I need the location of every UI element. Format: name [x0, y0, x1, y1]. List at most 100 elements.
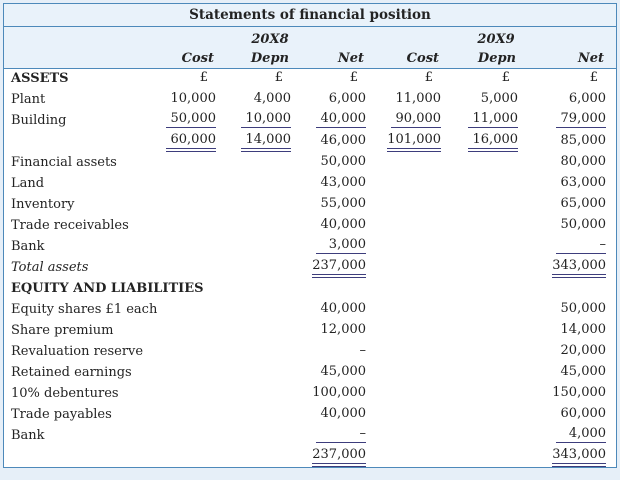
value-cell: [376, 383, 451, 404]
amount: 50,000: [560, 301, 607, 316]
year-header-20x9: 20X9: [376, 27, 617, 48]
value-cell: 4,000: [226, 89, 301, 110]
value-cell: 90,000: [376, 110, 451, 131]
value-cell: 79,000: [528, 110, 616, 131]
value-cell: [164, 152, 226, 173]
value-cell: 343,000: [528, 446, 616, 467]
table-row: Financial assets 50,000 80,000: [4, 152, 616, 173]
currency-symbol: £: [274, 70, 283, 85]
value-cell: [376, 341, 451, 362]
value-cell: £: [451, 68, 528, 89]
table-row: Inventory 55,000 65,000: [4, 194, 616, 215]
value-cell: [451, 257, 528, 278]
amount: 46,000: [320, 133, 367, 148]
value-cell: [451, 236, 528, 257]
row-label: Revaluation reserve: [11, 344, 144, 359]
amount: 5,000: [480, 91, 519, 106]
value-cell: £: [528, 68, 616, 89]
value-cell: [226, 236, 301, 257]
amount: 4,000: [556, 426, 607, 443]
table-row: EQUITY AND LIABILITIES: [4, 278, 616, 299]
value-cell: [376, 446, 451, 467]
value-cell: [451, 446, 528, 467]
row-label: [4, 446, 164, 467]
value-cell: [451, 152, 528, 173]
amount: 11,000: [468, 111, 519, 128]
value-cell: [164, 236, 226, 257]
value-cell: [226, 383, 301, 404]
value-cell: 14,000: [226, 131, 301, 152]
row-label: EQUITY AND LIABILITIES: [11, 281, 204, 296]
value-cell: £: [376, 68, 451, 89]
currency-symbol: £: [349, 70, 359, 85]
table-row: Share premium 12,000 14,000: [4, 320, 616, 341]
amount: 90,000: [391, 111, 442, 128]
amount: 6,000: [328, 91, 367, 106]
value-cell: [451, 299, 528, 320]
financial-position-table: 20X8 20X9 Cost Depn Net Cost Depn Net AS…: [4, 27, 617, 467]
amount: 4,000: [253, 91, 291, 106]
table-header: 20X8 20X9 Cost Depn Net Cost Depn Net: [4, 27, 617, 69]
value-cell: 11,000: [376, 89, 451, 110]
value-cell: [226, 299, 301, 320]
value-cell: [376, 257, 451, 278]
value-cell: [376, 362, 451, 383]
table-body: ASSETS £ £ £ £ £ £ Plant 10,000 4,000 6,000 11,000 5…: [4, 68, 616, 467]
value-cell: [226, 446, 301, 467]
col-header-cost-20x8: Cost: [164, 48, 226, 69]
value-cell: [226, 173, 301, 194]
amount: 14,000: [560, 322, 607, 337]
value-cell: 40,000: [301, 404, 376, 425]
value-cell: [376, 215, 451, 236]
value-cell: [164, 320, 226, 341]
value-cell: 150,000: [528, 383, 616, 404]
table-row: 60,000 14,000 46,000 101,000 16,000 85,000: [4, 131, 616, 152]
row-label: Bank: [11, 239, 45, 254]
value-cell: [376, 320, 451, 341]
value-cell: [376, 152, 451, 173]
value-cell: [164, 194, 226, 215]
table-row: Trade payables 40,000 60,000: [4, 404, 616, 425]
row-label: Retained earnings: [11, 365, 132, 380]
value-cell: [451, 320, 528, 341]
table-row: Retained earnings 45,000 45,000: [4, 362, 616, 383]
value-cell: 50,000: [164, 110, 226, 131]
amount: 150,000: [552, 385, 607, 400]
row-label: Bank: [11, 428, 45, 443]
amount: 40,000: [320, 217, 367, 232]
value-cell: 6,000: [301, 89, 376, 110]
value-cell: 40,000: [301, 110, 376, 131]
value-cell: 80,000: [528, 152, 616, 173]
value-cell: [301, 278, 376, 299]
amount: 12,000: [320, 322, 367, 337]
value-cell: 343,000: [528, 257, 616, 278]
value-cell: [164, 257, 226, 278]
amount: 343,000: [552, 447, 607, 467]
table-row: Building 50,000 10,000 40,000 90,000 11,000 79…: [4, 110, 616, 131]
value-cell: [164, 383, 226, 404]
amount: 63,000: [560, 175, 607, 190]
value-cell: [376, 173, 451, 194]
value-cell: 63,000: [528, 173, 616, 194]
amount: 45,000: [320, 364, 367, 379]
row-label: Equity shares £1 each: [11, 302, 158, 317]
value-cell: £: [226, 68, 301, 89]
value-cell: [164, 215, 226, 236]
amount: –: [359, 343, 367, 358]
value-cell: 101,000: [376, 131, 451, 152]
currency-symbol: £: [589, 70, 599, 85]
year-header-row: 20X8 20X9: [4, 27, 617, 48]
row-label: Land: [11, 176, 45, 191]
value-cell: 60,000: [164, 131, 226, 152]
amount: 20,000: [560, 343, 607, 358]
value-cell: –: [301, 425, 376, 446]
row-label: Building: [11, 113, 67, 128]
col-header-depn-20x8: Depn: [226, 48, 301, 69]
table-row: ASSETS £ £ £ £ £ £: [4, 68, 616, 89]
value-cell: [226, 320, 301, 341]
row-label: Trade payables: [11, 407, 112, 422]
table-row: 237,000 343,000: [4, 446, 616, 467]
amount: 40,000: [320, 406, 367, 421]
value-cell: 43,000: [301, 173, 376, 194]
